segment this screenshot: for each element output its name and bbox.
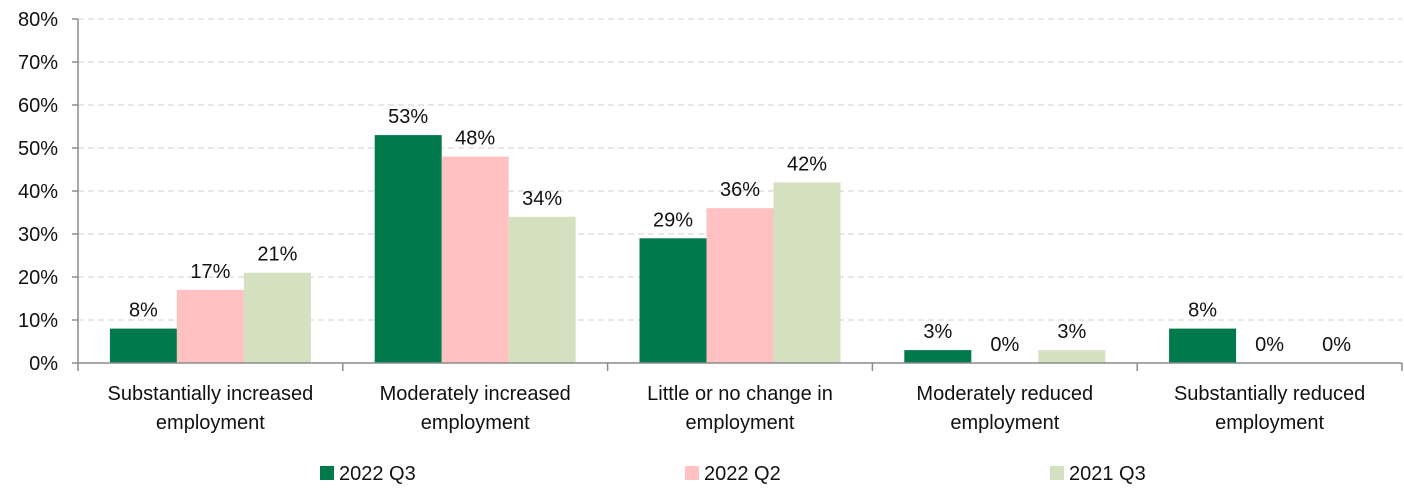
data-label: 42% <box>787 153 827 175</box>
y-tick-label: 40% <box>18 181 58 203</box>
data-label: 3% <box>1057 321 1086 343</box>
bar <box>706 208 774 363</box>
legend-swatch <box>685 466 699 480</box>
x-category-label: employment <box>1215 412 1324 434</box>
data-label: 8% <box>129 300 158 322</box>
data-label: 8% <box>1188 300 1217 322</box>
bar <box>508 216 576 363</box>
data-label: 34% <box>522 188 562 210</box>
x-category-label: employment <box>156 412 265 434</box>
data-label: 21% <box>257 244 297 266</box>
data-label: 0% <box>1322 334 1351 356</box>
legend-swatch <box>1050 466 1064 480</box>
bar <box>176 289 244 363</box>
x-category-label: employment <box>686 412 795 434</box>
bar <box>773 182 841 363</box>
x-category-label: Substantially increased <box>108 383 314 405</box>
y-tick-label: 10% <box>18 310 58 332</box>
legend-label: 2022 Q3 <box>339 463 416 485</box>
data-label: 48% <box>455 128 495 150</box>
legend: 2022 Q3 2022 Q2 2021 Q3 <box>320 463 1146 485</box>
bar <box>109 328 177 363</box>
x-category-label: employment <box>421 412 530 434</box>
bar-layer <box>109 135 1237 363</box>
data-label: 53% <box>388 106 428 128</box>
bar <box>374 135 442 363</box>
data-label: 29% <box>653 209 693 231</box>
bar <box>904 350 972 363</box>
data-label: 0% <box>990 334 1019 356</box>
y-tick-label: 70% <box>18 52 58 74</box>
bar <box>441 156 509 363</box>
legend-label: 2022 Q2 <box>704 463 781 485</box>
bar <box>1169 328 1237 363</box>
x-category-label: Substantially reduced <box>1174 383 1365 405</box>
y-tick-label: 0% <box>29 353 58 375</box>
x-category-label: Moderately increased <box>380 383 571 405</box>
y-tick-label: 20% <box>18 267 58 289</box>
data-label: 3% <box>923 321 952 343</box>
y-tick-label: 30% <box>18 224 58 246</box>
axis-layer: 0% 10% 20% 30% 40% 50% 60% 70% 80% <box>18 9 1403 375</box>
data-label: 0% <box>1255 334 1284 356</box>
bar <box>639 238 707 363</box>
x-category-label: Little or no change in <box>647 383 833 405</box>
x-category-label: employment <box>950 412 1059 434</box>
y-tick-label: 60% <box>18 95 58 117</box>
x-category-label: Moderately reduced <box>916 383 1093 405</box>
data-label: 36% <box>720 179 760 201</box>
data-label: 17% <box>190 261 230 283</box>
bar <box>1038 350 1106 363</box>
label-layer: 8% 17% 21% Substantially increased employmen… <box>108 106 1366 434</box>
legend-swatch <box>320 466 334 480</box>
bar <box>243 272 311 363</box>
y-tick-label: 50% <box>18 138 58 160</box>
legend-label: 2021 Q3 <box>1069 463 1146 485</box>
y-tick-label: 80% <box>18 9 58 31</box>
